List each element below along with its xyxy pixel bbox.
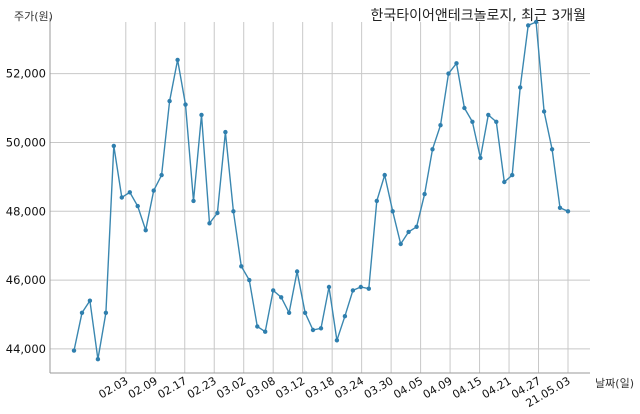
x-tick-label: 02.09 [126, 374, 160, 401]
data-point [518, 85, 523, 90]
data-point [557, 205, 563, 210]
data-point [502, 179, 507, 185]
data-point [398, 241, 403, 247]
x-tick-label: 04.21 [480, 374, 514, 401]
data-point [215, 210, 220, 216]
data-point [71, 348, 77, 353]
x-tick-label: 02.17 [155, 374, 189, 401]
data-point [87, 298, 93, 303]
data-point [135, 203, 140, 209]
data-point [549, 147, 555, 152]
data-point [486, 112, 491, 118]
axes [49, 18, 590, 374]
data-point [334, 338, 340, 343]
data-point [510, 172, 515, 178]
data-points [71, 19, 571, 362]
data-point [454, 61, 459, 66]
data-point [239, 264, 244, 269]
data-point [103, 310, 109, 315]
x-tick-label: 03.02 [214, 374, 248, 401]
data-point [390, 209, 395, 214]
grid-lines [50, 22, 590, 373]
data-point [414, 224, 419, 229]
data-point [326, 284, 332, 290]
data-point [263, 329, 268, 334]
y-tick-label: 48,000 [6, 204, 46, 218]
y-tick-label: 52,000 [6, 67, 46, 81]
data-point [199, 112, 204, 118]
data-point [127, 190, 132, 195]
y-axis-label: 주가(원) [14, 10, 53, 23]
x-tick-label: 03.12 [273, 374, 307, 401]
data-point [533, 19, 539, 25]
x-tick-label: 04.15 [450, 374, 484, 401]
x-tick-label: 03.08 [244, 374, 278, 401]
data-point [302, 310, 308, 315]
data-point [526, 23, 531, 28]
x-tick-label: 02.03 [97, 374, 131, 401]
x-tick-labels: 02.0302.0902.1702.2303.0203.0803.1203.18… [97, 374, 573, 410]
data-point [318, 326, 324, 331]
data-point [191, 198, 196, 204]
data-point [111, 143, 117, 149]
data-point [143, 228, 148, 233]
price-line [73, 20, 569, 360]
data-point [462, 105, 467, 111]
data-point [247, 277, 252, 283]
data-point [286, 310, 292, 315]
y-tick-label: 44,000 [6, 342, 46, 356]
data-point [446, 71, 451, 76]
data-point [223, 129, 228, 135]
x-tick-label: 02.23 [185, 374, 219, 401]
data-point [294, 269, 300, 274]
data-point [207, 221, 212, 226]
x-tick-label: 03.18 [303, 374, 337, 401]
data-point [119, 195, 125, 200]
data-point [167, 98, 172, 104]
data-point [151, 188, 156, 193]
data-point [430, 147, 435, 152]
data-point [478, 155, 483, 161]
data-point [79, 310, 85, 315]
data-point [271, 288, 276, 293]
data-point [358, 284, 363, 290]
y-tick-label: 50,000 [6, 135, 46, 149]
data-point [470, 119, 475, 125]
data-point [310, 327, 316, 333]
chart-title: 한국타이어앤테크놀로지, 최근 3개월 [371, 8, 586, 24]
data-point [95, 357, 101, 362]
data-point [159, 172, 164, 178]
data-point [374, 198, 379, 204]
data-point [279, 295, 284, 300]
data-point [342, 314, 348, 319]
x-tick-label: 04.05 [391, 374, 425, 401]
x-tick-label: 03.24 [332, 374, 366, 401]
data-point [406, 229, 411, 235]
data-point [382, 172, 387, 178]
data-point [231, 209, 236, 214]
data-point [422, 191, 427, 197]
y-tick-labels: 44,000 46,000 48,000 50,000 52,000 [6, 67, 46, 356]
data-point [565, 209, 571, 214]
data-point [366, 286, 371, 291]
data-point [541, 109, 547, 114]
data-point [494, 119, 499, 125]
data-point [438, 123, 443, 128]
x-tick-label: 03.30 [362, 374, 396, 401]
y-tick-label: 46,000 [6, 273, 46, 287]
data-point [183, 102, 188, 107]
data-point [350, 288, 356, 293]
data-point [175, 57, 180, 63]
x-tick-label: 04.09 [421, 374, 455, 401]
x-axis-label: 날짜(일) [595, 376, 634, 390]
data-point [255, 324, 260, 329]
